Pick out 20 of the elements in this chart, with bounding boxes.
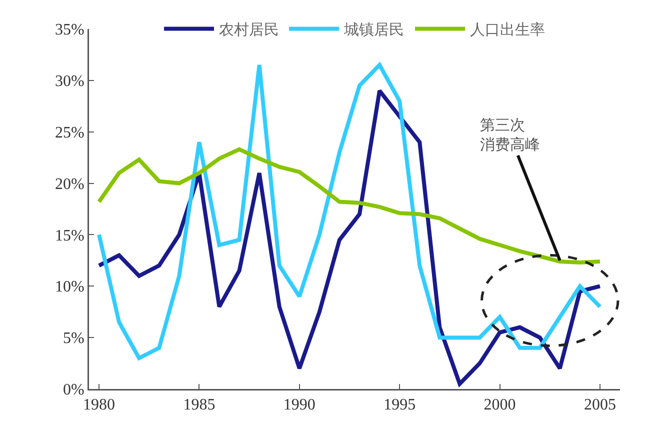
line-series xyxy=(97,88,602,386)
y-tick-label: 30% xyxy=(54,73,84,90)
y-tick-label: 5% xyxy=(62,330,84,348)
y-tick-label: 20% xyxy=(54,176,84,193)
legend-label: 人口出生率 xyxy=(470,22,545,39)
y-tick-label: 10% xyxy=(54,278,84,296)
legend-label: 城镇居民 xyxy=(343,22,404,39)
y-tick-label: 35% xyxy=(54,22,84,39)
x-tick-label: 1995 xyxy=(384,396,416,414)
line-series xyxy=(97,63,602,360)
legend-label: 农村居民 xyxy=(219,22,279,39)
annotation: 第三次消费高峰 xyxy=(480,117,540,154)
x-tick-label: 2000 xyxy=(484,396,516,414)
x-tick-label: 2005 xyxy=(584,396,616,414)
y-tick-label: 25% xyxy=(54,124,84,142)
y-tick-label: 15% xyxy=(54,227,84,244)
x-tick-label: 1980 xyxy=(83,396,116,414)
y-tick-label: 0% xyxy=(62,382,84,399)
x-tick-label: 1985 xyxy=(183,396,216,414)
x-tick-label: 1990 xyxy=(283,396,316,414)
